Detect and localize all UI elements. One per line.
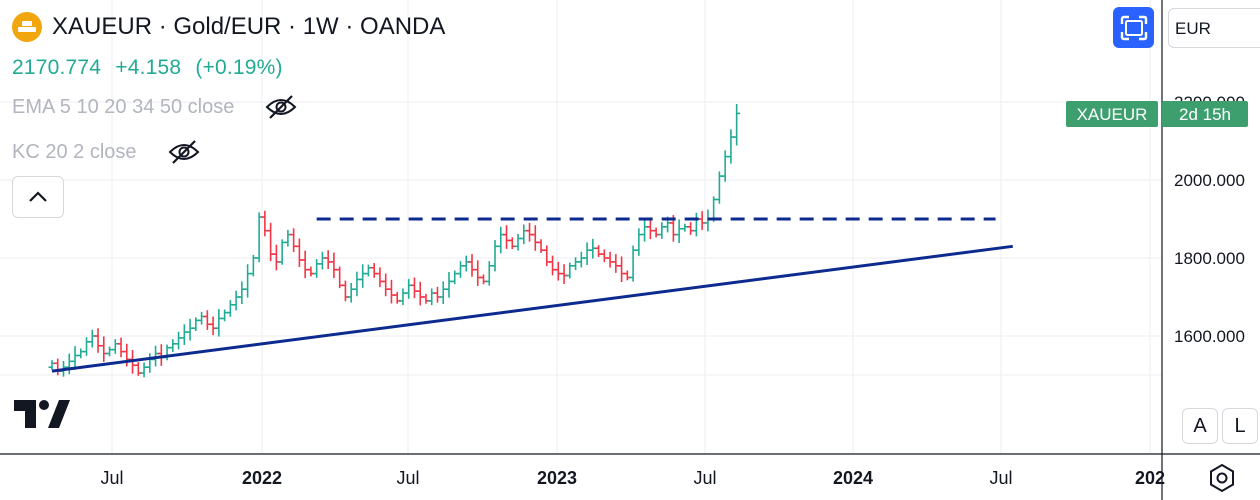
collapse-legend-button[interactable] (12, 176, 64, 218)
gold-symbol-icon (12, 12, 42, 42)
x-tick-label: 2024 (833, 468, 873, 488)
price-tag-countdown-bg (1162, 101, 1248, 127)
indicator-kc-label: KC 20 2 close (12, 140, 137, 163)
x-tick-label: 202 (1135, 468, 1165, 488)
fullscreen-icon (1120, 15, 1147, 40)
tradingview-logo-icon[interactable] (14, 398, 70, 430)
support-trendline (51, 244, 1014, 373)
fullscreen-button[interactable] (1113, 7, 1154, 48)
indicator-ema-label: EMA 5 10 20 34 50 close (12, 95, 235, 118)
eye-off-icon[interactable] (264, 94, 298, 120)
x-tick-label: Jul (396, 468, 419, 488)
x-tick-label: 2023 (537, 468, 577, 488)
chart-title: XAUEUR · Gold/EUR · 1W · OANDA (52, 13, 446, 40)
eye-off-icon[interactable] (167, 139, 201, 165)
x-tick-label: Jul (693, 468, 716, 488)
x-tick-label: Jul (100, 468, 123, 488)
currency-select[interactable]: EUR (1168, 8, 1260, 48)
price-tag-symbol: XAUEUR (1077, 105, 1148, 124)
indicator-kc[interactable]: KC 20 2 close (12, 139, 201, 165)
chevron-up-icon (29, 191, 47, 202)
price-tag-countdown: 2d 15h (1179, 105, 1231, 124)
y-tick-label: 1800.000 (1174, 249, 1245, 268)
settings-icon[interactable] (1206, 462, 1238, 494)
auto-scale-button[interactable]: A (1182, 408, 1218, 444)
y-tick-label: 1600.000 (1174, 327, 1245, 346)
price-change-percent: (+0.19%) (195, 56, 283, 79)
log-scale-button[interactable]: L (1222, 408, 1258, 444)
price-change: +4.158 (115, 56, 182, 79)
last-price: 2170.774 (12, 56, 102, 79)
indicator-ema[interactable]: EMA 5 10 20 34 50 close (12, 94, 298, 120)
symbol-header[interactable]: XAUEUR · Gold/EUR · 1W · OANDA (12, 12, 445, 42)
x-tick-label: 2022 (242, 468, 282, 488)
y-tick-label: 2000.000 (1174, 171, 1245, 190)
x-tick-label: Jul (989, 468, 1012, 488)
price-tag-symbol-bg (1066, 101, 1158, 127)
price-summary: 2170.774 +4.158 (+0.19%) (12, 56, 291, 80)
